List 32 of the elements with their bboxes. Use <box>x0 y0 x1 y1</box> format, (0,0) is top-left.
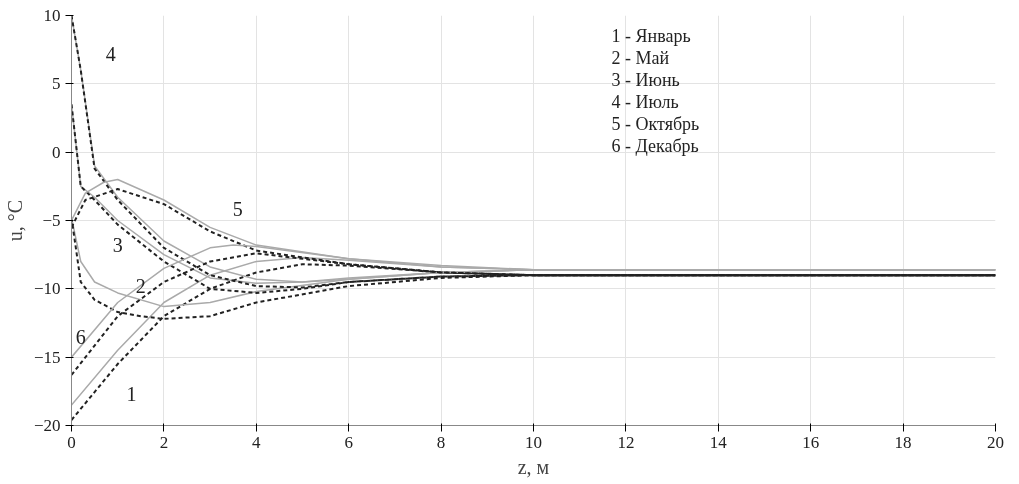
y-axis-title: u, °C <box>3 199 26 242</box>
annotation: 4 - Июль <box>611 91 679 112</box>
y-tick-label: 5 <box>52 74 61 94</box>
x-axis-title: z, м <box>517 455 550 478</box>
x-tick-label: 20 <box>987 432 1004 452</box>
x-tick-label: 8 <box>436 432 446 452</box>
x-tick-label: 14 <box>709 432 728 452</box>
x-tick-label: 18 <box>894 432 912 452</box>
annotation: 1 - Январь <box>611 25 691 46</box>
y-tick-label: 0 <box>52 142 61 162</box>
y-tick-label: −15 <box>33 347 61 367</box>
y-tick-label: −10 <box>33 279 61 299</box>
x-tick-label: 12 <box>617 432 635 452</box>
annotation: 3 - Июнь <box>611 69 680 90</box>
x-tick-label: 0 <box>67 432 76 452</box>
x-tick-label: 6 <box>344 432 353 452</box>
x-tick-label: 4 <box>252 432 262 452</box>
annotation: 2 - Май <box>611 47 670 68</box>
annotation: 3 <box>112 234 123 257</box>
annotation: 6 - Декабрь <box>611 135 699 156</box>
y-tick-label: 10 <box>43 6 61 25</box>
x-tick-label: 2 <box>159 432 169 452</box>
annotation: 4 <box>105 42 116 65</box>
x-tick-label: 16 <box>802 432 820 452</box>
annotation: 5 - Октябрь <box>611 113 700 134</box>
y-tick-label: −20 <box>33 416 61 435</box>
y-tick-label: −5 <box>42 211 61 230</box>
annotation: 6 <box>75 325 86 348</box>
annotation: 5 <box>232 198 243 221</box>
x-tick-label: 10 <box>525 432 542 452</box>
annotation: 1 <box>126 382 137 405</box>
annotation: 2 <box>135 275 146 298</box>
